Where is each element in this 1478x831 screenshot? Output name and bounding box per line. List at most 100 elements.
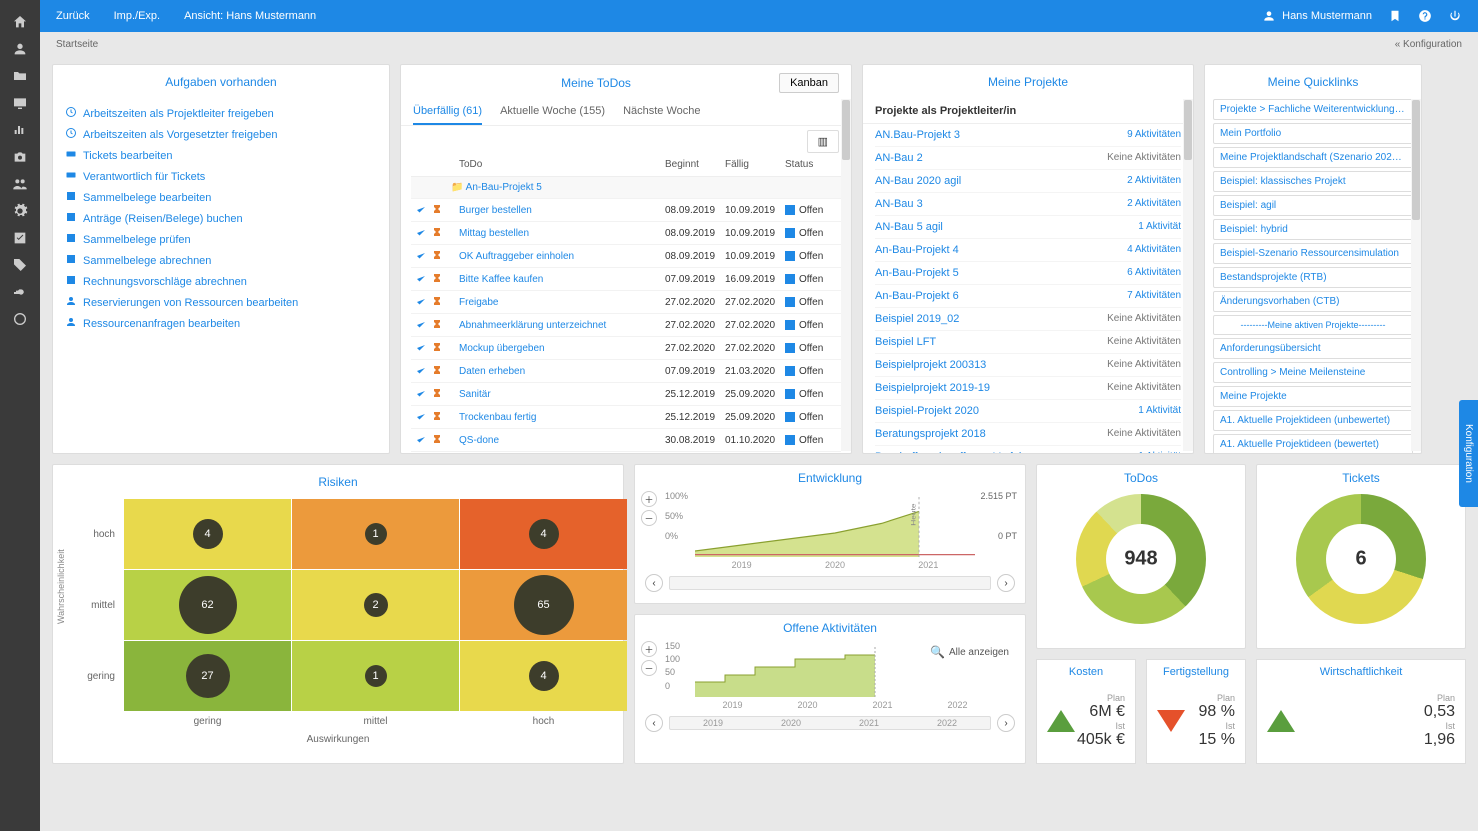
- slider-left-button[interactable]: ‹: [645, 714, 663, 732]
- todo-name[interactable]: Entwicklung - done: [455, 452, 661, 454]
- aufgaben-link[interactable]: Sammelbelege bearbeiten: [83, 192, 211, 204]
- quicklink-item[interactable]: A1. Aktuelle Projektideen (bewertet): [1213, 434, 1413, 453]
- col-status[interactable]: Status: [781, 153, 841, 177]
- aufgaben-item[interactable]: Sammelbelege prüfen: [65, 229, 377, 250]
- help-icon[interactable]: [1418, 9, 1432, 23]
- risk-cell[interactable]: 1: [292, 641, 459, 711]
- aufgaben-item[interactable]: Verantwortlich für Tickets: [65, 166, 377, 187]
- slider-track[interactable]: 2019 2020 2021 2022: [669, 716, 991, 730]
- todo-row[interactable]: Abnahmeerklärung unterzeichnet27.02.2020…: [411, 314, 841, 337]
- risk-cell[interactable]: 1: [292, 499, 459, 569]
- todo-name[interactable]: Daten erheben: [455, 360, 661, 383]
- aufgaben-item[interactable]: Reservierungen von Ressourcen bearbeiten: [65, 292, 377, 313]
- projekt-item[interactable]: An-Bau-Projekt 67 Aktivitäten: [875, 285, 1181, 308]
- nav-home-icon[interactable]: [0, 8, 40, 35]
- nav-check-icon[interactable]: [0, 224, 40, 251]
- breadcrumb-start[interactable]: Startseite: [56, 39, 98, 50]
- impexp-link[interactable]: Imp./Exp.: [114, 10, 160, 22]
- quicklink-item[interactable]: Bestandsprojekte (RTB): [1213, 267, 1413, 288]
- projekt-item[interactable]: AN-Bau 2020 agil2 Aktivitäten: [875, 170, 1181, 193]
- projekt-link[interactable]: An-Bau-Projekt 4: [875, 244, 959, 256]
- quicklink-item[interactable]: A1. Aktuelle Projektideen (unbewertet): [1213, 410, 1413, 431]
- todo-tab[interactable]: Nächste Woche: [623, 101, 700, 125]
- nav-circle-icon[interactable]: [0, 305, 40, 332]
- nav-folder-icon[interactable]: [0, 62, 40, 89]
- todo-name[interactable]: Sanitär: [455, 383, 661, 406]
- projekt-item[interactable]: Beratungsprojekt 2018Keine Aktivitäten: [875, 423, 1181, 446]
- check-icon[interactable]: [415, 365, 427, 377]
- kanban-button[interactable]: Kanban: [779, 73, 839, 93]
- projekt-link[interactable]: Beispiel 2019_02: [875, 313, 959, 325]
- check-icon[interactable]: [415, 411, 427, 423]
- quicklink-item[interactable]: Beispiel: hybrid: [1213, 219, 1413, 240]
- todo-row[interactable]: Bitte Kaffee kaufen07.09.201916.09.2019O…: [411, 268, 841, 291]
- quicklink-item[interactable]: Meine Projekte: [1213, 386, 1413, 407]
- aufgaben-link[interactable]: Ressourcenanfragen bearbeiten: [83, 318, 240, 330]
- check-icon[interactable]: [415, 388, 427, 400]
- risk-cell[interactable]: 4: [124, 499, 291, 569]
- aufgaben-link[interactable]: Verantwortlich für Tickets: [83, 171, 205, 183]
- aufgaben-item[interactable]: Sammelbelege abrechnen: [65, 250, 377, 271]
- back-link[interactable]: Zurück: [56, 10, 90, 22]
- aufgaben-item[interactable]: Arbeitszeiten als Projektleiter freigebe…: [65, 103, 377, 124]
- view-link[interactable]: Ansicht: Hans Mustermann: [184, 10, 316, 22]
- check-icon[interactable]: [415, 319, 427, 331]
- todo-tab[interactable]: Aktuelle Woche (155): [500, 101, 605, 125]
- alle-anzeigen-button[interactable]: 🔍Alle anzeigen: [930, 645, 1009, 659]
- risk-cell[interactable]: 27: [124, 641, 291, 711]
- todo-name[interactable]: Mittag bestellen: [455, 222, 661, 245]
- projekt-link[interactable]: Beispielprojekt 2019-19: [875, 382, 990, 394]
- projekt-link[interactable]: Beratungsprojekt 2018: [875, 428, 986, 440]
- projekt-item[interactable]: Beispielprojekt 200313Keine Aktivitäten: [875, 354, 1181, 377]
- quicklink-item[interactable]: Controlling > Meine Meilensteine: [1213, 362, 1413, 383]
- todo-project-row[interactable]: 📁 An-Bau-Projekt 5: [411, 177, 841, 199]
- zoom-out-button[interactable]: －: [641, 510, 657, 526]
- aufgaben-link[interactable]: Arbeitszeiten als Vorgesetzter freigeben: [83, 129, 277, 141]
- risk-cell[interactable]: 4: [460, 641, 627, 711]
- nav-user-icon[interactable]: [0, 35, 40, 62]
- projekt-item[interactable]: Beispiel-Projekt 20201 Aktivität: [875, 400, 1181, 423]
- nav-users-icon[interactable]: [0, 170, 40, 197]
- aufgaben-link[interactable]: Arbeitszeiten als Projektleiter freigebe…: [83, 108, 274, 120]
- risk-cell[interactable]: 4: [460, 499, 627, 569]
- aufgaben-item[interactable]: Arbeitszeiten als Vorgesetzter freigeben: [65, 124, 377, 145]
- col-faellig[interactable]: Fällig: [721, 153, 781, 177]
- projekt-link[interactable]: Beispielprojekt 200313: [875, 359, 986, 371]
- nav-tag-icon[interactable]: [0, 251, 40, 278]
- projekt-item[interactable]: AN-Bau 5 agil1 Aktivität: [875, 216, 1181, 239]
- risk-cell[interactable]: 2: [292, 570, 459, 640]
- check-icon[interactable]: [415, 296, 427, 308]
- col-beginnt[interactable]: Beginnt: [661, 153, 721, 177]
- projekt-item[interactable]: Beispielprojekt 2019-19Keine Aktivitäten: [875, 377, 1181, 400]
- aufgaben-item[interactable]: Sammelbelege bearbeiten: [65, 187, 377, 208]
- todo-row[interactable]: Daten erheben07.09.201921.03.2020Offen: [411, 360, 841, 383]
- todo-row[interactable]: Trockenbau fertig25.12.201925.09.2020Off…: [411, 406, 841, 429]
- projekt-link[interactable]: Beispiel LFT: [875, 336, 936, 348]
- quicklink-item[interactable]: Projekte > Fachliche Weiterentwicklung 1…: [1213, 99, 1413, 120]
- todo-row[interactable]: Mittag bestellen08.09.201910.09.2019Offe…: [411, 222, 841, 245]
- todo-name[interactable]: QS-done: [455, 429, 661, 452]
- todo-row[interactable]: Burger bestellen08.09.201910.09.2019Offe…: [411, 199, 841, 222]
- todo-tab[interactable]: Überfällig (61): [413, 101, 482, 125]
- slider-right-button[interactable]: ›: [997, 574, 1015, 592]
- check-icon[interactable]: [415, 204, 427, 216]
- projekt-item[interactable]: Beispiel 2019_02Keine Aktivitäten: [875, 308, 1181, 331]
- slider-right-button[interactable]: ›: [997, 714, 1015, 732]
- quicklink-item[interactable]: Anforderungsübersicht: [1213, 338, 1413, 359]
- projekt-item[interactable]: An-Bau-Projekt 44 Aktivitäten: [875, 239, 1181, 262]
- projekt-item[interactable]: An-Bau-Projekt 56 Aktivitäten: [875, 262, 1181, 285]
- todo-name[interactable]: Burger bestellen: [455, 199, 661, 222]
- slider-track[interactable]: [669, 576, 991, 590]
- todos-scrollbar[interactable]: [841, 99, 851, 451]
- todo-row[interactable]: Freigabe27.02.202027.02.2020Offen: [411, 291, 841, 314]
- zoom-in-button[interactable]: ＋: [641, 641, 657, 657]
- user-menu[interactable]: Hans Mustermann: [1262, 9, 1372, 23]
- nav-monitor-icon[interactable]: [0, 89, 40, 116]
- projekt-link[interactable]: AN-Bau 2020 agil: [875, 175, 961, 187]
- aufgaben-link[interactable]: Anträge (Reisen/Belege) buchen: [83, 213, 243, 225]
- todo-name[interactable]: OK Auftraggeber einholen: [455, 245, 661, 268]
- projekt-link[interactable]: Beispiel-Projekt 2020: [875, 405, 979, 417]
- todo-name[interactable]: Bitte Kaffee kaufen: [455, 268, 661, 291]
- risk-cell[interactable]: 62: [124, 570, 291, 640]
- todo-name[interactable]: Trockenbau fertig: [455, 406, 661, 429]
